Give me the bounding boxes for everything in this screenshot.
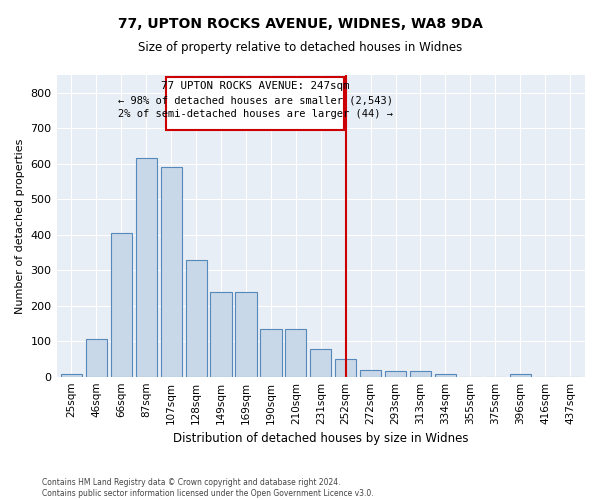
Bar: [136, 158, 157, 376]
Bar: [111, 233, 132, 376]
X-axis label: Distribution of detached houses by size in Widnes: Distribution of detached houses by size …: [173, 432, 469, 445]
Bar: [86, 340, 107, 376]
Text: Size of property relative to detached houses in Widnes: Size of property relative to detached ho…: [138, 41, 462, 54]
Bar: [61, 374, 82, 376]
Text: Contains HM Land Registry data © Crown copyright and database right 2024.
Contai: Contains HM Land Registry data © Crown c…: [42, 478, 374, 498]
Bar: [285, 330, 307, 376]
Bar: [360, 370, 381, 376]
Bar: [260, 330, 281, 376]
Text: 2% of semi-detached houses are larger (44) →: 2% of semi-detached houses are larger (4…: [118, 109, 393, 119]
Bar: [509, 374, 531, 376]
Text: 77 UPTON ROCKS AVENUE: 247sqm: 77 UPTON ROCKS AVENUE: 247sqm: [161, 82, 350, 92]
Bar: [211, 292, 232, 376]
Bar: [335, 359, 356, 376]
Bar: [161, 168, 182, 376]
Bar: [166, 77, 344, 130]
Bar: [185, 260, 207, 376]
Bar: [410, 372, 431, 376]
Y-axis label: Number of detached properties: Number of detached properties: [15, 138, 25, 314]
Bar: [310, 350, 331, 376]
Bar: [235, 292, 257, 376]
Text: 77, UPTON ROCKS AVENUE, WIDNES, WA8 9DA: 77, UPTON ROCKS AVENUE, WIDNES, WA8 9DA: [118, 18, 482, 32]
Bar: [435, 374, 456, 376]
Text: ← 98% of detached houses are smaller (2,543): ← 98% of detached houses are smaller (2,…: [118, 96, 393, 106]
Bar: [385, 372, 406, 376]
